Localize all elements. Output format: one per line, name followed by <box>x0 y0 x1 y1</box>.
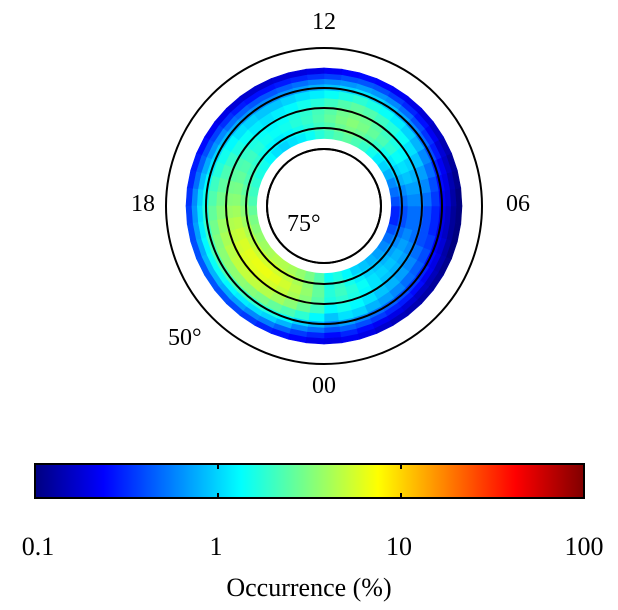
latitude-circle-65 <box>205 87 443 325</box>
occurrence-bin <box>231 193 242 207</box>
occurrence-bin <box>406 193 417 207</box>
occurrence-bin <box>390 205 401 217</box>
latitude-circle-50 <box>165 47 483 365</box>
mlt-label-06: 06 <box>506 191 530 217</box>
occurrence-bin <box>455 205 463 225</box>
occurrence-bin <box>247 195 258 207</box>
occurrence-bin <box>308 312 325 323</box>
occurrence-bin <box>323 97 339 108</box>
occurrence-bin <box>311 288 325 299</box>
occurrence-bin <box>207 205 218 222</box>
occurrence-bin <box>323 337 343 345</box>
mlt-label-00: 00 <box>312 373 336 399</box>
latitude-circle-80 <box>266 148 382 264</box>
occurrence-bin <box>323 89 340 100</box>
occurrence-bin <box>305 67 325 75</box>
occurrence-bin <box>185 205 193 225</box>
occurrence-bin <box>323 67 343 75</box>
occurrence-bin <box>313 272 325 283</box>
latitude-circle-70 <box>225 107 423 305</box>
occurrence-bin <box>422 191 433 207</box>
colorbar-tick-label-100: 100 <box>565 532 604 561</box>
occurrence-bin <box>207 190 218 207</box>
colorbar-tick-label-10: 10 <box>386 532 412 561</box>
latitude-circle-75 <box>245 127 403 285</box>
occurrence-bin <box>313 129 325 140</box>
occurrence-bin <box>309 304 325 315</box>
colorbar-tick-label-0.1: 0.1 <box>22 532 55 561</box>
occurrence-bin <box>247 205 258 217</box>
colorbar-ticks <box>217 464 402 498</box>
occurrence-bin <box>406 205 417 219</box>
occurrence-bin <box>323 129 335 140</box>
occurrence-bin <box>311 113 325 124</box>
occurrence-bin <box>323 312 340 323</box>
occurrence-bin <box>323 288 337 299</box>
occurrence-bin <box>323 272 335 283</box>
mlat-label-50: 50° <box>168 325 202 351</box>
latitude-circles <box>165 47 483 365</box>
occurrence-bin <box>215 191 226 207</box>
occurrence-bin <box>305 337 325 345</box>
occurrence-bin <box>309 97 325 108</box>
colorbar: 0.1 1 10 100 Occurrence (%) <box>22 463 604 602</box>
colorbar-tick-label-1: 1 <box>210 532 223 561</box>
occurrence-bin <box>231 205 242 219</box>
occurrence-bin <box>308 89 325 100</box>
occurrence-bin <box>422 205 433 221</box>
occurrence-bin <box>185 187 193 207</box>
occurrence-bin <box>215 205 226 221</box>
occurrence-bin <box>323 113 337 124</box>
occurrence-bin <box>323 304 339 315</box>
occurrence-bin <box>430 190 441 207</box>
occurrence-bin <box>430 205 441 222</box>
mlt-label-18: 18 <box>131 191 155 217</box>
occurrence-bin <box>455 187 463 207</box>
mlat-label-75: 75° <box>287 211 321 237</box>
occurrence-bin <box>390 195 401 207</box>
colorbar-gradient <box>34 463 585 499</box>
mlt-label-12: 12 <box>312 9 336 35</box>
colorbar-label: Occurrence (%) <box>226 573 391 602</box>
